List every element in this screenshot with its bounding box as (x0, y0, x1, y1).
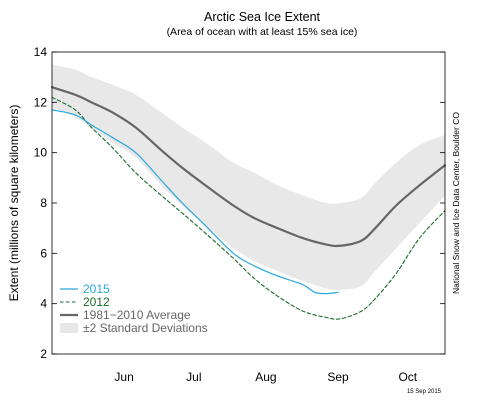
date-stamp: 15 Sep 2015 (407, 389, 442, 395)
series-line-0 (51, 109, 339, 295)
y-tick-label: 8 (40, 196, 47, 210)
y-tick-label: 2 (40, 347, 47, 361)
legend-label-0: 2015 (83, 282, 110, 296)
y-axis-label: Extent (millions of square kilometers) (7, 105, 21, 302)
x-axis: Jun Jul Aug Sep Oct (114, 370, 417, 384)
legend-label-2: 1981−2010 Average (83, 308, 191, 322)
x-tick-label: Sep (327, 370, 349, 384)
series-layer (50, 86, 447, 320)
chart-title: Arctic Sea Ice Extent (204, 10, 321, 24)
std-band-layer (52, 64, 445, 291)
legend-label-1: 2012 (83, 295, 110, 309)
y-axis: 2 4 6 8 10 12 14 (34, 45, 445, 361)
series-line-1 (51, 96, 446, 320)
legend-swatch-3 (60, 323, 78, 333)
series-line-2 (50, 86, 447, 248)
std-band (52, 64, 445, 291)
chart-subtitle: (Area of ocean with at least 15% sea ice… (167, 26, 358, 38)
y-tick-label: 14 (34, 45, 48, 59)
x-tick-label: Oct (398, 370, 417, 384)
credit-text: National Snow and Ice Data Center, Bould… (451, 112, 461, 294)
y-tick-label: 10 (34, 146, 48, 160)
x-tick-label: Aug (255, 370, 276, 384)
y-tick-label: 12 (34, 95, 48, 109)
x-tick-label: Jul (186, 370, 201, 384)
y-tick-label: 6 (40, 246, 47, 260)
x-tick-label: Jun (114, 370, 133, 384)
y-tick-label: 4 (40, 297, 47, 311)
legend-label-3: ±2 Standard Deviations (83, 321, 208, 335)
